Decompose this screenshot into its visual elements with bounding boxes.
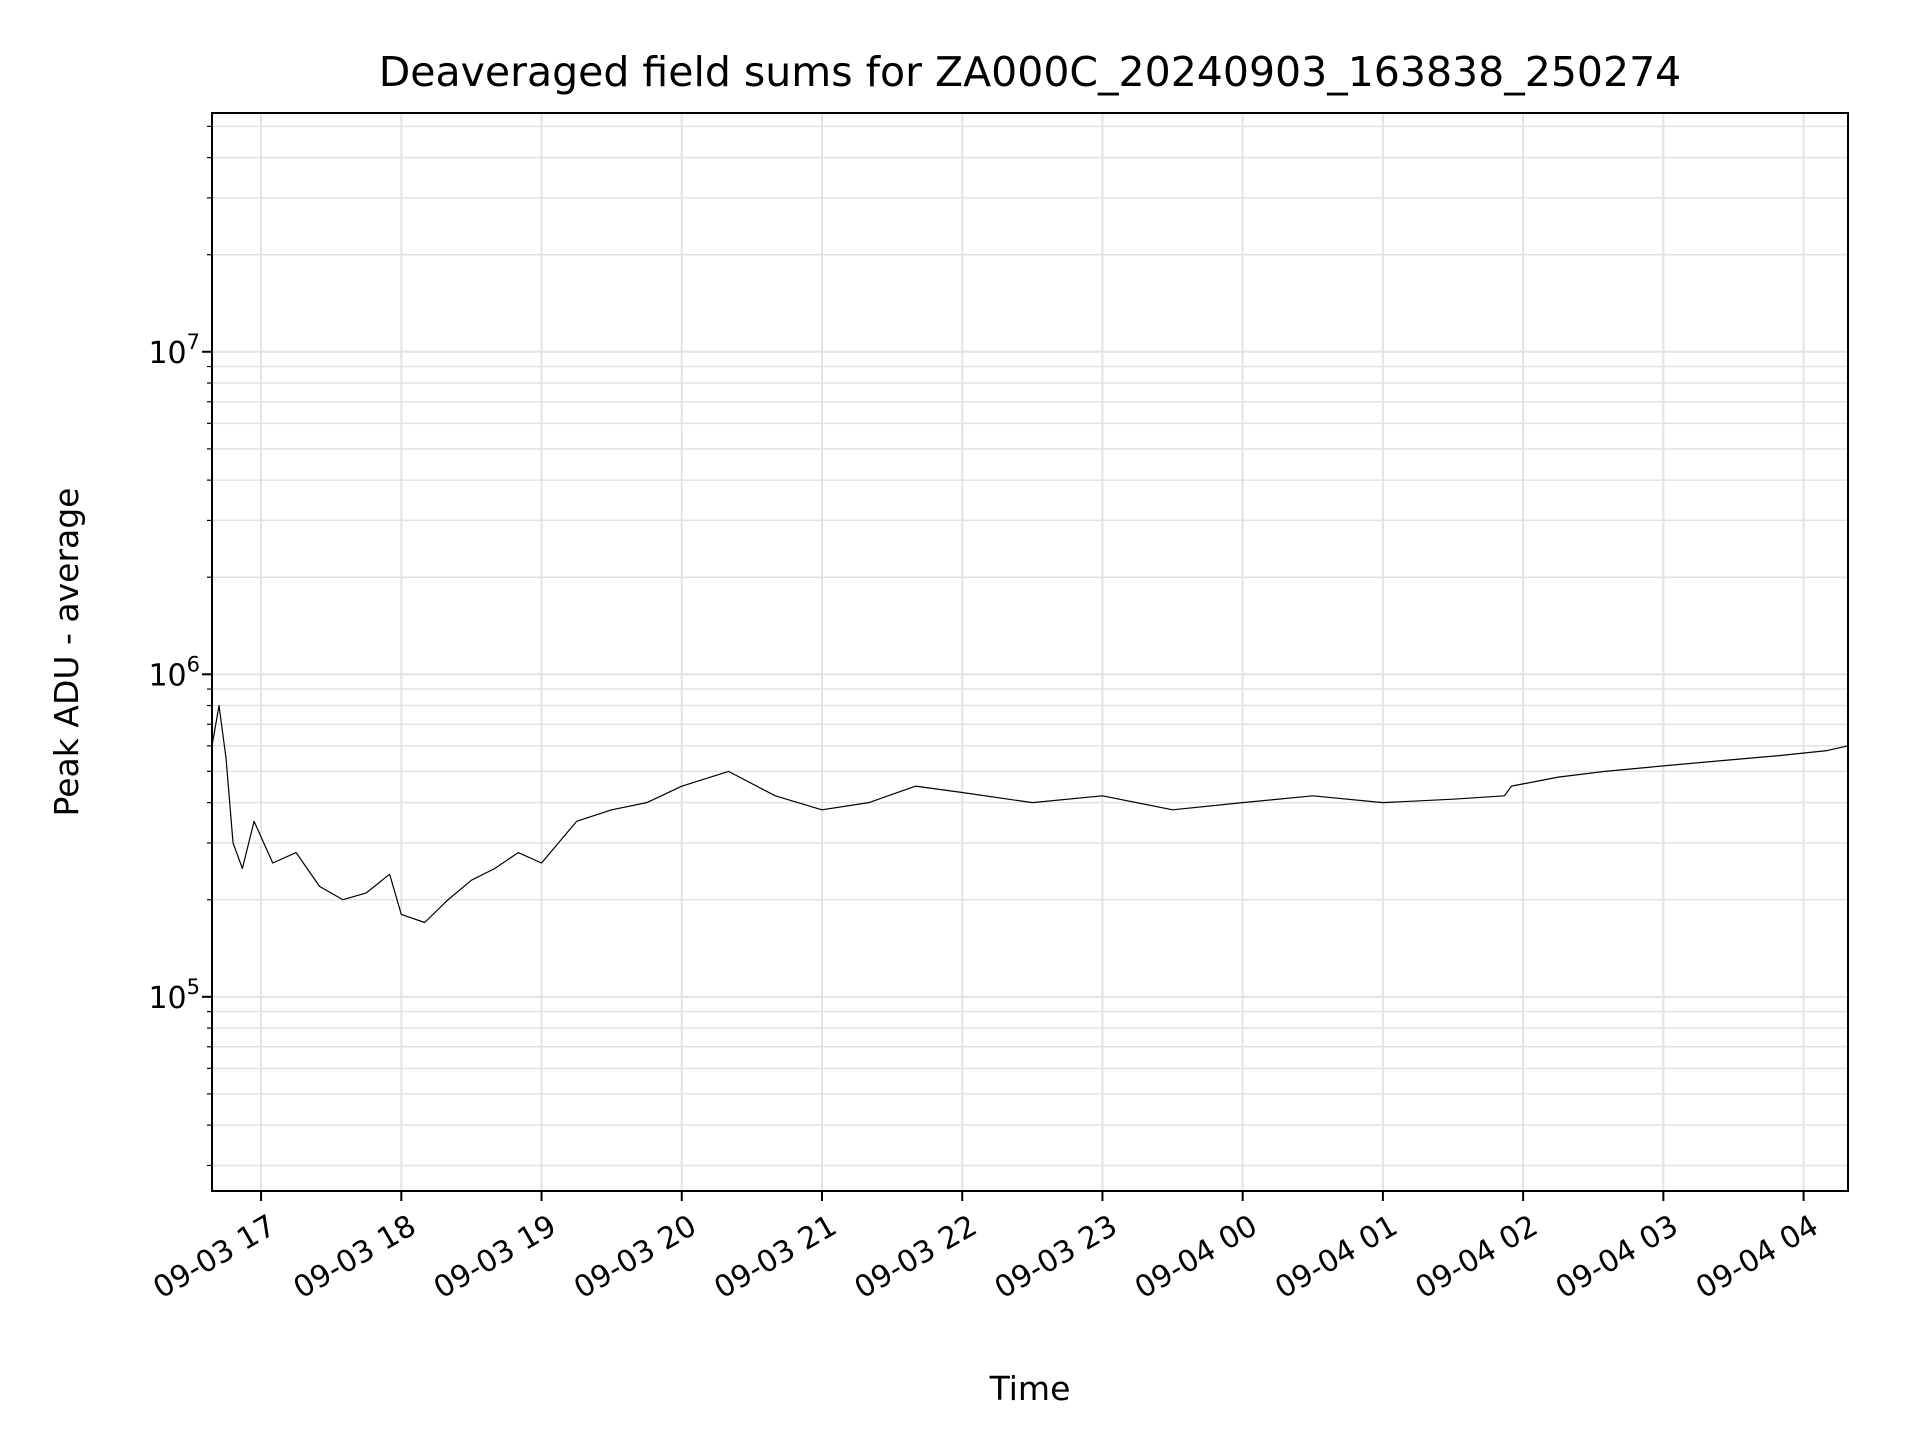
y-axis-title: Peak ADU - average [47, 488, 86, 817]
series-line-0 [211, 704, 1849, 924]
y-tick-label: 107 [148, 330, 200, 371]
series-layer [211, 704, 1849, 924]
grid [212, 113, 1848, 1191]
plot-frame [211, 112, 1849, 1192]
y-tick-label: 106 [148, 652, 200, 693]
y-tick-label: 105 [148, 975, 200, 1016]
x-axis-title: Time [989, 1369, 1071, 1408]
chart-title: Deaveraged field sums for ZA000C_2024090… [379, 48, 1682, 96]
y-axis-ticks: 105 106 107 [148, 125, 212, 1167]
